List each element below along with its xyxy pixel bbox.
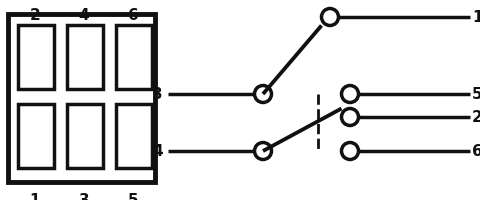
Text: 1: 1 bbox=[30, 192, 40, 200]
Bar bbox=[18, 26, 54, 90]
Bar bbox=[67, 104, 103, 168]
Text: 5: 5 bbox=[471, 87, 480, 102]
Text: 6: 6 bbox=[127, 8, 138, 23]
Text: 6: 6 bbox=[471, 144, 480, 159]
Text: 2: 2 bbox=[30, 8, 40, 23]
Text: 3: 3 bbox=[152, 87, 163, 102]
Text: 1: 1 bbox=[471, 10, 480, 25]
Text: 2: 2 bbox=[471, 110, 480, 125]
Bar bbox=[18, 104, 54, 168]
Text: 5: 5 bbox=[127, 192, 138, 200]
Text: 4: 4 bbox=[79, 8, 89, 23]
Text: 3: 3 bbox=[79, 192, 89, 200]
Bar bbox=[8, 15, 155, 182]
Bar bbox=[67, 26, 103, 90]
Bar bbox=[116, 26, 152, 90]
Text: 4: 4 bbox=[152, 144, 163, 159]
Bar bbox=[116, 104, 152, 168]
